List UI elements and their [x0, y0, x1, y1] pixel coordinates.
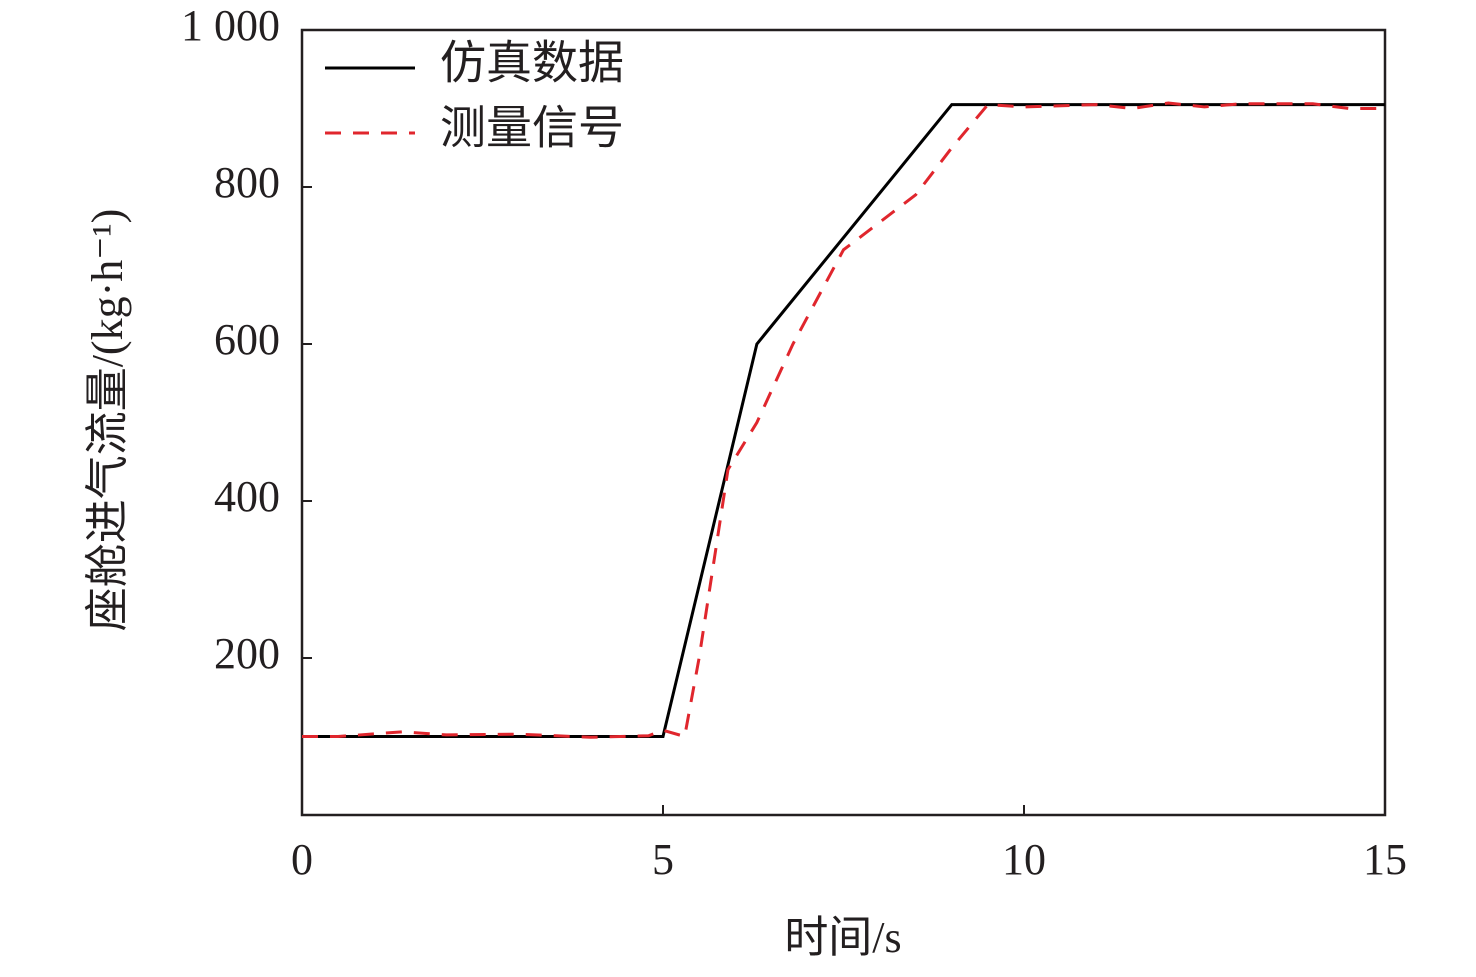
y-tick-label: 400 — [214, 472, 280, 521]
x-tick-label: 15 — [1363, 835, 1407, 884]
legend-label: 测量信号 — [440, 103, 624, 154]
x-tick-label: 10 — [1002, 835, 1046, 884]
x-axis-label: 时间/s — [784, 913, 901, 962]
legend-label: 仿真数据 — [440, 38, 624, 89]
plot-frame — [300, 28, 1387, 817]
x-tick-label: 0 — [291, 835, 313, 884]
y-tick-label: 600 — [214, 315, 280, 364]
y-tick-label: 200 — [214, 629, 280, 678]
y-tick-label: 1 000 — [181, 1, 280, 50]
x-tick-label: 5 — [652, 835, 674, 884]
series-line — [302, 103, 1385, 738]
y-tick-label: 800 — [214, 158, 280, 207]
series-line — [302, 101, 1385, 739]
y-axis-label: 座舱进气流量/(kg·h⁻¹) — [83, 209, 132, 632]
